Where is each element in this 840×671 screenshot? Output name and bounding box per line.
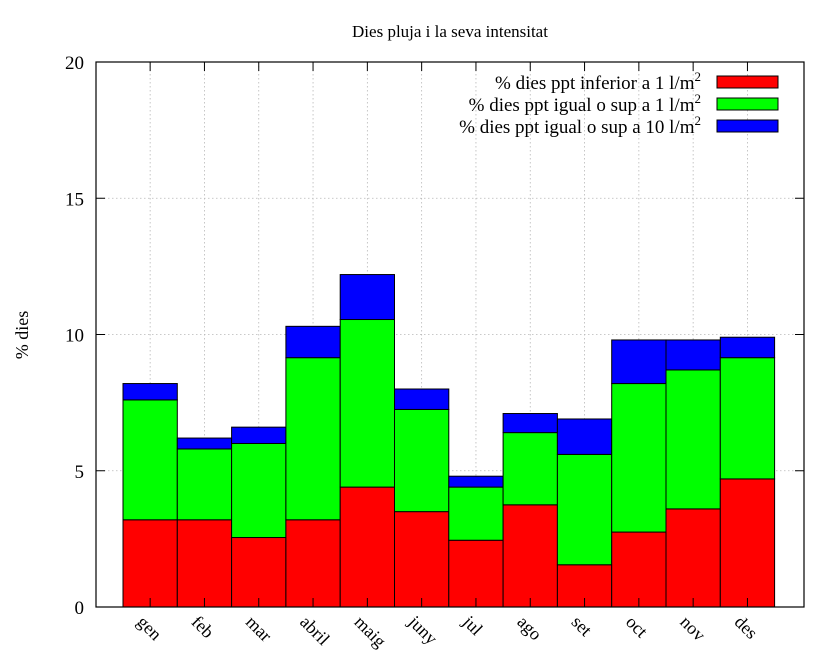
legend-label-text: % dies ppt inferior a 1 l/m [495, 73, 695, 94]
y-tick-label: 0 [75, 598, 85, 619]
legend-superscript: 2 [695, 91, 702, 106]
x-tick-label: juny [404, 611, 441, 648]
bar-segment-set-s2 [556, 453, 613, 566]
x-tick-label: jul [458, 611, 486, 639]
bar-segment-juny-s3 [394, 388, 450, 410]
bar-segment-mar-s2 [231, 443, 287, 539]
bar-segment-gen-s3 [122, 383, 178, 401]
bar-segment-des-s1 [719, 478, 776, 608]
bar-segment-feb-s3 [176, 437, 233, 450]
bar-segment-mar-s1 [231, 537, 287, 608]
chart-title: Dies pluja i la seva intensitat [352, 22, 548, 41]
bar-segment-oct-s1 [611, 531, 667, 608]
bar-segment-nov-s2 [665, 369, 721, 510]
bar-segment-maig-s1 [339, 486, 396, 608]
bar-segment-maig-s3 [339, 274, 396, 321]
bar-segment-des-s2 [719, 357, 776, 480]
x-tick-label: des [731, 612, 762, 643]
legend: % dies ppt inferior a 1 l/m2% dies ppt i… [459, 69, 779, 138]
bar-segment-gen-s1 [122, 519, 178, 608]
x-tick-label: set [568, 612, 596, 640]
bar-segment-jul-s1 [448, 539, 504, 608]
legend-swatch [716, 97, 779, 111]
bar-segment-abril-s3 [285, 325, 341, 359]
legend-label: % dies ppt inferior a 1 l/m2 [495, 69, 701, 94]
y-axis: 0 5 10 15 20 [65, 53, 804, 619]
bar-segment-jul-s2 [448, 486, 504, 541]
bar-segment-oct-s3 [611, 339, 667, 385]
y-axis-label: % dies [12, 311, 32, 360]
bar-segment-abril-s1 [285, 519, 341, 608]
legend-label-text: % dies ppt igual o sup a 1 l/m [469, 95, 695, 116]
bar-segment-abril-s2 [285, 357, 341, 521]
bar-segment-juny-s1 [394, 511, 450, 608]
bar-segment-nov-s3 [665, 339, 721, 371]
x-tick-label: feb [188, 612, 218, 642]
bar-segment-mar-s3 [231, 426, 287, 444]
x-tick-label: ago [513, 612, 546, 645]
legend-swatch [716, 75, 779, 89]
x-tick-label: mar [242, 612, 276, 646]
y-tick-label: 10 [65, 326, 84, 347]
bars [122, 274, 776, 608]
legend-swatch [716, 119, 779, 133]
bar-segment-ago-s1 [502, 504, 558, 608]
x-tick-label: abril [296, 612, 333, 649]
x-tick-label: maig [351, 612, 391, 652]
bar-segment-gen-s2 [122, 399, 178, 521]
y-tick-label: 5 [75, 462, 85, 483]
legend-label-text: % dies ppt igual o sup a 10 l/m [459, 117, 695, 138]
y-tick-label: 15 [65, 189, 84, 210]
bar-segment-feb-s2 [176, 448, 233, 521]
bar-segment-des-s3 [719, 336, 776, 359]
bar-segment-ago-s3 [502, 413, 558, 434]
x-tick-label: oct [622, 612, 652, 642]
legend-superscript: 2 [695, 69, 702, 84]
bar-segment-maig-s2 [339, 319, 396, 488]
y-tick-label: 20 [65, 53, 84, 74]
bar-segment-jul-s3 [448, 475, 504, 488]
bar-segment-nov-s1 [665, 508, 721, 608]
bar-segment-ago-s2 [502, 432, 558, 506]
x-tick-label: nov [676, 612, 709, 645]
legend-label: % dies ppt igual o sup a 10 l/m2 [459, 113, 701, 138]
legend-label: % dies ppt igual o sup a 1 l/m2 [469, 91, 701, 116]
x-tick-label: gen [133, 612, 166, 645]
bar-segment-oct-s2 [611, 383, 667, 533]
bar-segment-set-s3 [556, 418, 613, 455]
bar-segment-feb-s1 [176, 519, 233, 608]
legend-superscript: 2 [695, 113, 702, 128]
bar-segment-juny-s2 [394, 408, 450, 513]
